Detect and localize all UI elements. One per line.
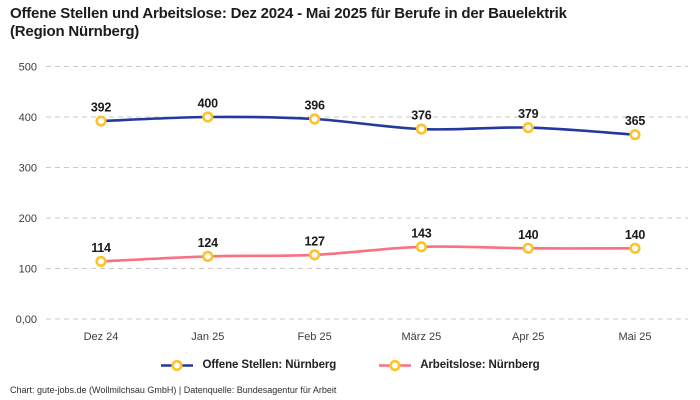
data-point-label: 143 [411,226,432,240]
data-point-label: 396 [304,99,325,113]
data-point-marker[interactable] [95,115,107,127]
data-point-label: 140 [518,228,539,242]
y-axis-tick-label: 400 [19,112,37,124]
source-attribution: Chart: gute-jobs.de (Wollmilchsau GmbH) … [10,385,337,395]
data-point-label: 392 [91,101,112,115]
data-point-marker[interactable] [309,113,321,125]
x-axis-tick-label: Jan 25 [191,331,224,343]
x-axis-tick-label: März 25 [402,331,442,343]
data-point-marker[interactable] [415,241,428,253]
y-axis-tick-label: 200 [19,213,37,225]
chart-title-line1: Offene Stellen und Arbeitslose: Dez 2024… [10,5,567,22]
data-point-marker[interactable] [629,129,641,141]
legend-label-offene-stellen: Offene Stellen: Nürnberg [202,359,337,371]
y-axis-tick-label: 0,00 [16,314,37,326]
data-point-label: 114 [91,241,111,255]
data-point-label: 365 [625,114,646,128]
x-axis-tick-label: Dez 24 [84,331,119,343]
data-point-marker[interactable] [415,123,428,135]
x-axis-tick-label: Mai 25 [618,331,651,343]
data-point-label: 140 [625,228,646,242]
legend-swatch-line-icon [379,359,412,371]
data-point-marker[interactable] [309,249,321,261]
chart-title: Offene Stellen und Arbeitslose: Dez 2024… [10,5,692,41]
series-line-0 [99,115,637,136]
data-point-marker[interactable] [522,122,534,134]
legend-label-arbeitslose: Arbeitslose: Nürnberg [420,359,540,371]
legend-item-arbeitslose[interactable]: Arbeitslose: Nürnberg [378,359,540,372]
x-axis-tick-label: Feb 25 [297,331,331,343]
data-point-marker[interactable] [95,255,107,268]
data-point-label: 124 [198,236,219,250]
data-point-label: 400 [198,97,219,111]
data-point-label: 379 [518,107,539,121]
y-axis-tick-label: 100 [19,264,37,276]
chart-title-line2: (Region Nürnberg) [10,23,140,40]
data-point-marker[interactable] [202,250,214,262]
x-axis-tick-label: Apr 25 [512,331,544,343]
data-point-marker[interactable] [202,111,214,123]
data-point-marker[interactable] [522,242,534,254]
chart-legend: Offene Stellen: Nürnberg Arbeitslose: Nü… [0,353,700,377]
data-point-label: 127 [304,234,325,248]
y-axis-tick-label: 500 [19,62,37,74]
legend-item-offene-stellen[interactable]: Offene Stellen: Nürnberg [160,359,336,372]
series-line-1 [99,245,637,263]
legend-swatch-line-icon [161,359,194,371]
y-axis-tick-label: 300 [19,163,37,175]
line-chart-plot-area: 500 400 300 200 100 0,00 Dez 24 Jan 25 Feb 25 Mär… [16,62,688,343]
data-point-label: 376 [411,109,432,123]
data-point-marker[interactable] [629,242,641,254]
